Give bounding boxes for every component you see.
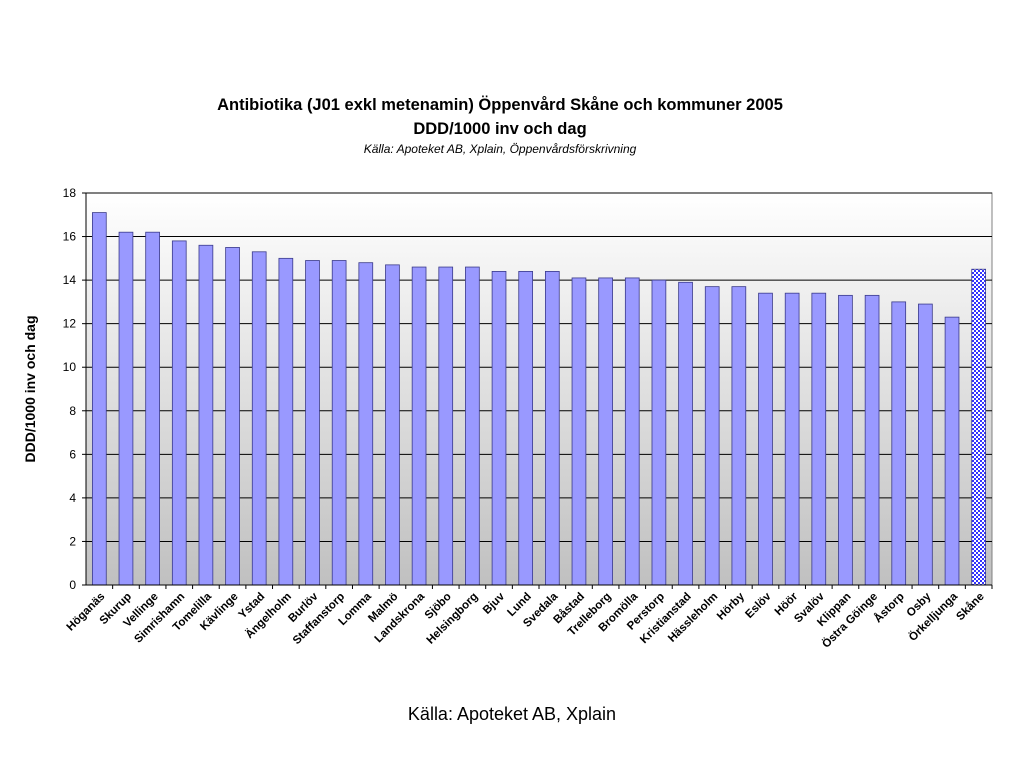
bar — [891, 301, 907, 586]
bar — [784, 292, 800, 586]
bar — [624, 277, 640, 586]
y-tick-label: 18 — [63, 186, 77, 200]
bar — [678, 281, 693, 586]
bar — [438, 266, 454, 586]
x-tick-label: Eslöv — [743, 590, 774, 621]
y-axis-label: DDD/1000 inv och dag — [22, 315, 38, 462]
bar — [651, 279, 667, 586]
y-tick-label: 12 — [63, 317, 77, 331]
bar — [225, 247, 240, 586]
bar — [251, 251, 267, 586]
footer-source: Källa: Apoteket AB, Xplain — [407, 704, 617, 724]
bar — [598, 277, 613, 586]
plot-area — [85, 192, 993, 586]
bar — [518, 270, 534, 586]
chart-source-note: Källa: Apoteket AB, Xplain, Öppenvårdsfö… — [364, 142, 637, 156]
x-tick-label: Hörby — [715, 590, 747, 622]
bar — [331, 260, 347, 586]
bar — [918, 303, 933, 586]
bar — [758, 292, 773, 586]
bar — [731, 286, 747, 586]
bar-highlight — [971, 268, 987, 586]
bar — [544, 270, 560, 586]
bar — [278, 257, 294, 586]
bars — [91, 212, 987, 586]
bar — [811, 292, 827, 586]
x-tick-label: Bjuv — [481, 590, 508, 617]
x-tick-label: Höganäs — [65, 591, 108, 634]
x-tick-label: Åstorp — [871, 590, 906, 625]
bar — [571, 277, 587, 586]
y-tick-label: 10 — [63, 360, 77, 374]
bar — [838, 294, 853, 586]
bar — [385, 264, 400, 586]
bar — [465, 266, 480, 586]
chart-subtitle: DDD/1000 inv och dag — [413, 120, 586, 138]
bar — [411, 266, 427, 586]
bar — [91, 212, 107, 586]
y-tick-label: 6 — [69, 447, 76, 461]
bar — [305, 260, 320, 586]
bar — [198, 244, 214, 586]
x-tick-label: Skåne — [954, 591, 986, 623]
y-tick-label: 8 — [69, 404, 76, 418]
y-tick-label: 4 — [69, 491, 76, 505]
bar — [491, 270, 507, 586]
bar — [944, 316, 960, 586]
y-tick-label: 14 — [63, 273, 77, 287]
chart-title: Antibiotika (J01 exkl metenamin) Öppenvå… — [217, 95, 783, 114]
bar — [864, 294, 880, 586]
bar — [171, 240, 187, 586]
bar — [704, 286, 720, 586]
y-tick-label: 0 — [69, 578, 76, 592]
bar — [145, 231, 160, 586]
y-tick-label: 16 — [63, 230, 77, 244]
bar — [118, 231, 134, 586]
y-tick-labels: 0 2 4 6 8 10 12 14 16 18 — [63, 186, 86, 592]
x-tick-labels: HöganäsSkurupVellingeSimrishamnTomelilla… — [65, 585, 993, 651]
bar — [358, 262, 374, 586]
y-tick-label: 2 — [69, 534, 76, 548]
